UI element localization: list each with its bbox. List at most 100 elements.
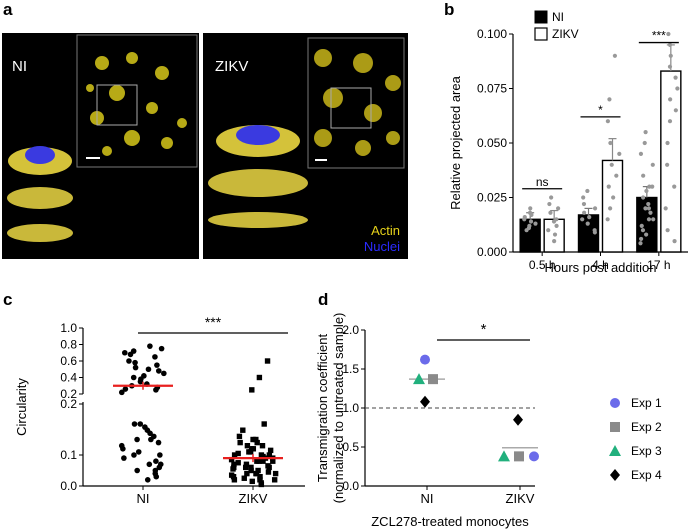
data-point-zikv: [270, 458, 276, 464]
chart-c-scatter: 0.0 0.1 0.20.2 0.4 0.6 0.8 1.0 NI ZIKV *** Circula…: [14, 314, 305, 506]
x-tick-label: ZIKV: [506, 491, 535, 506]
significance-label: ***: [205, 314, 222, 330]
legend-actin: Actin: [371, 223, 400, 238]
y-tick-label: 0.025: [477, 191, 507, 205]
legend-swatch-ni: [534, 10, 548, 24]
data-point-zikv: [250, 436, 256, 443]
data-point-zikv: [255, 467, 261, 474]
ni-image-label: NI: [12, 58, 27, 75]
y-tick-label: 0.6: [60, 354, 77, 368]
x-axis-label: ZCL278-treated monocytes: [371, 514, 529, 529]
data-point-ni: [155, 368, 162, 374]
panel-letter-b: b: [444, 0, 455, 19]
data-point-zikv: [256, 374, 263, 381]
data-point: [606, 184, 611, 189]
data-point: [611, 195, 616, 200]
data-point: [665, 162, 670, 167]
data-point-ni: [135, 449, 142, 455]
data-point-zikv: [253, 470, 259, 477]
significance-label: *: [481, 321, 487, 338]
data-point-ni: [147, 343, 153, 349]
panel-letter-d: d: [318, 290, 329, 309]
data-point: [667, 42, 673, 48]
data-point-ni: [146, 461, 153, 468]
y-axis-label: Transmigration coefficient: [315, 334, 330, 483]
data-point: [585, 221, 590, 226]
data-point: [526, 225, 532, 231]
y-tick-label: 2.0: [342, 323, 359, 337]
data-point-ni: [131, 421, 138, 427]
y-tick-label: 0.8: [60, 338, 77, 352]
data-point: [580, 217, 585, 222]
data-point-ni: [148, 436, 154, 443]
data-point: [646, 201, 651, 207]
y-tick-label: 0.000: [477, 245, 507, 259]
data-point-exp-3: [413, 373, 425, 385]
data-point: [644, 188, 649, 194]
data-point-ni: [153, 473, 160, 480]
data-point-ni: [137, 378, 144, 385]
data-point: [608, 140, 613, 146]
data-point-zikv: [260, 458, 266, 464]
data-point: [646, 206, 651, 211]
x-tick-label: 0.5 h: [529, 258, 556, 272]
data-point: [641, 173, 646, 178]
data-point-zikv: [253, 436, 259, 443]
data-point-ni: [132, 359, 138, 366]
x-tick-label: 4 h: [592, 258, 609, 272]
data-point-exp-3: [498, 450, 510, 462]
data-point-ni: [131, 452, 137, 458]
x-tick-label: NI: [137, 491, 150, 506]
data-point-exp-4: [420, 395, 430, 408]
data-point-ni: [130, 374, 137, 381]
data-point: [592, 206, 598, 211]
data-point: [556, 206, 561, 211]
data-point-zikv: [231, 461, 237, 467]
data-point: [638, 236, 644, 242]
data-point-ni: [157, 461, 164, 468]
data-point: [552, 239, 557, 244]
data-point-ni: [153, 458, 159, 464]
data-point-ni: [153, 387, 159, 393]
data-point-zikv: [241, 475, 247, 481]
data-point: [638, 241, 643, 246]
data-point-zikv: [243, 461, 250, 467]
data-point-zikv: [257, 477, 263, 483]
data-point: [528, 219, 534, 224]
data-point: [581, 201, 587, 207]
data-point: [651, 217, 656, 222]
data-point-zikv: [259, 443, 266, 449]
data-point: [582, 210, 587, 215]
data-point-ni: [154, 362, 160, 368]
data-point-exp-1: [529, 451, 539, 462]
y-axis-label: Circularity: [14, 378, 29, 436]
data-point-ni: [158, 345, 165, 352]
panel-letter-c: c: [3, 290, 13, 309]
data-point-ni: [126, 358, 132, 364]
legend-swatch-zikv: [534, 27, 548, 41]
data-point-zikv: [249, 387, 255, 393]
ni-cell-render: [7, 34, 198, 242]
zikv-image-label: ZIKV: [215, 58, 249, 75]
panel-letter-a: a: [3, 0, 13, 19]
data-point-zikv: [258, 481, 265, 488]
data-point-zikv: [261, 421, 267, 427]
data-point: [609, 162, 614, 167]
y-axis-label-2: (normalized to untreated sample): [331, 313, 346, 504]
data-point: [648, 210, 653, 215]
data-point-zikv: [272, 470, 279, 477]
data-point-zikv: [256, 458, 262, 464]
data-point: [554, 223, 559, 228]
data-point: [667, 119, 673, 124]
data-point: [642, 140, 647, 146]
data-point-exp-4: [513, 413, 523, 426]
data-point-zikv: [244, 470, 250, 477]
zikv-cell-render: [208, 37, 405, 228]
x-tick-label: 17 h: [647, 258, 670, 272]
data-point-zikv: [254, 439, 260, 446]
data-point-zikv: [265, 469, 272, 475]
data-point-zikv: [267, 447, 274, 454]
data-point-zikv: [244, 443, 251, 449]
data-point: [639, 223, 644, 228]
data-point: [547, 201, 552, 207]
